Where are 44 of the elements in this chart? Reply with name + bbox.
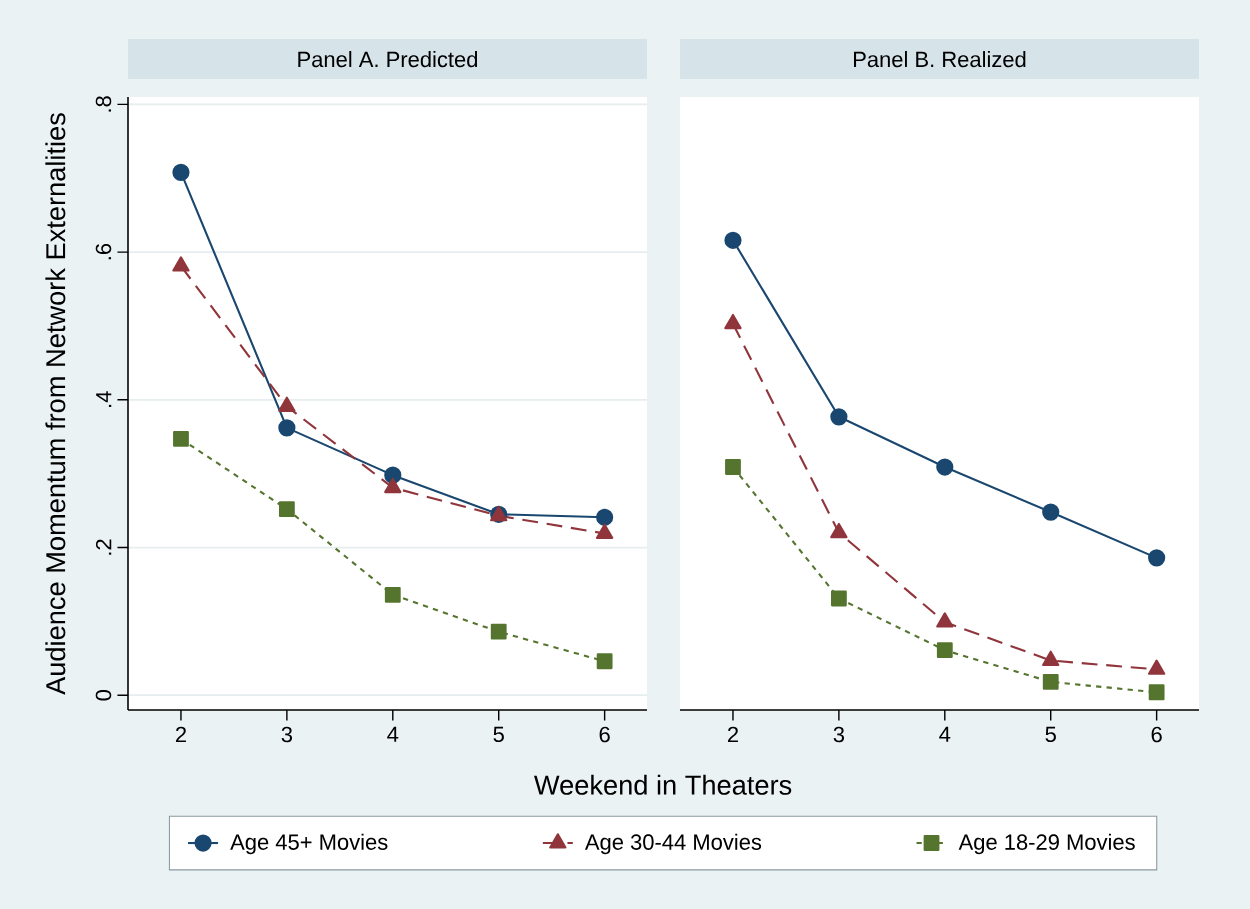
point xyxy=(1042,674,1059,690)
point xyxy=(490,623,507,640)
point xyxy=(172,256,190,272)
point xyxy=(384,477,402,494)
x-tick-label: 6 xyxy=(599,726,610,743)
point xyxy=(936,458,954,476)
point xyxy=(830,408,848,426)
x-tick-label: 2 xyxy=(175,726,186,743)
y-tick-label: .2 xyxy=(95,539,112,555)
point xyxy=(172,163,190,181)
x-tick-label: 4 xyxy=(939,726,951,742)
legend-label: Age 18-29 Movies xyxy=(958,833,1135,855)
x-tick-label: 5 xyxy=(1045,726,1056,743)
x-tick-label: 3 xyxy=(833,726,845,743)
point xyxy=(596,653,613,670)
x-axis-title: Weekend in Theaters xyxy=(534,774,792,795)
point xyxy=(1042,503,1060,521)
x-tick-label: 6 xyxy=(1151,726,1162,743)
point xyxy=(173,431,189,447)
point xyxy=(278,501,295,518)
x-tick-label: 2 xyxy=(727,726,738,743)
point xyxy=(830,590,847,607)
point xyxy=(384,586,401,603)
point xyxy=(278,419,296,437)
x-tick-label: 3 xyxy=(281,726,293,743)
point xyxy=(936,642,953,659)
x-tick-label: 4 xyxy=(387,726,399,742)
point xyxy=(1148,684,1165,701)
y-tick-label: .6 xyxy=(95,243,112,260)
legend-label: Age 45+ Movies xyxy=(230,833,388,855)
point xyxy=(596,508,614,526)
chart-title: Panel B. Realized xyxy=(853,51,1026,68)
x-tick-label: 5 xyxy=(493,726,504,743)
point xyxy=(278,396,296,412)
point xyxy=(595,523,614,539)
y-axis-title: Audience Momentum from Network Externalities xyxy=(45,113,66,695)
point xyxy=(725,459,741,475)
point xyxy=(1148,549,1166,567)
chart-title: Panel A. Predicted xyxy=(298,51,478,68)
point xyxy=(724,231,742,249)
y-tick-label: .4 xyxy=(96,391,112,407)
y-tick-label: 0 xyxy=(95,689,112,701)
legend-label: Age 30-44 Movies xyxy=(584,833,762,855)
y-tick-label: .8 xyxy=(95,96,112,112)
